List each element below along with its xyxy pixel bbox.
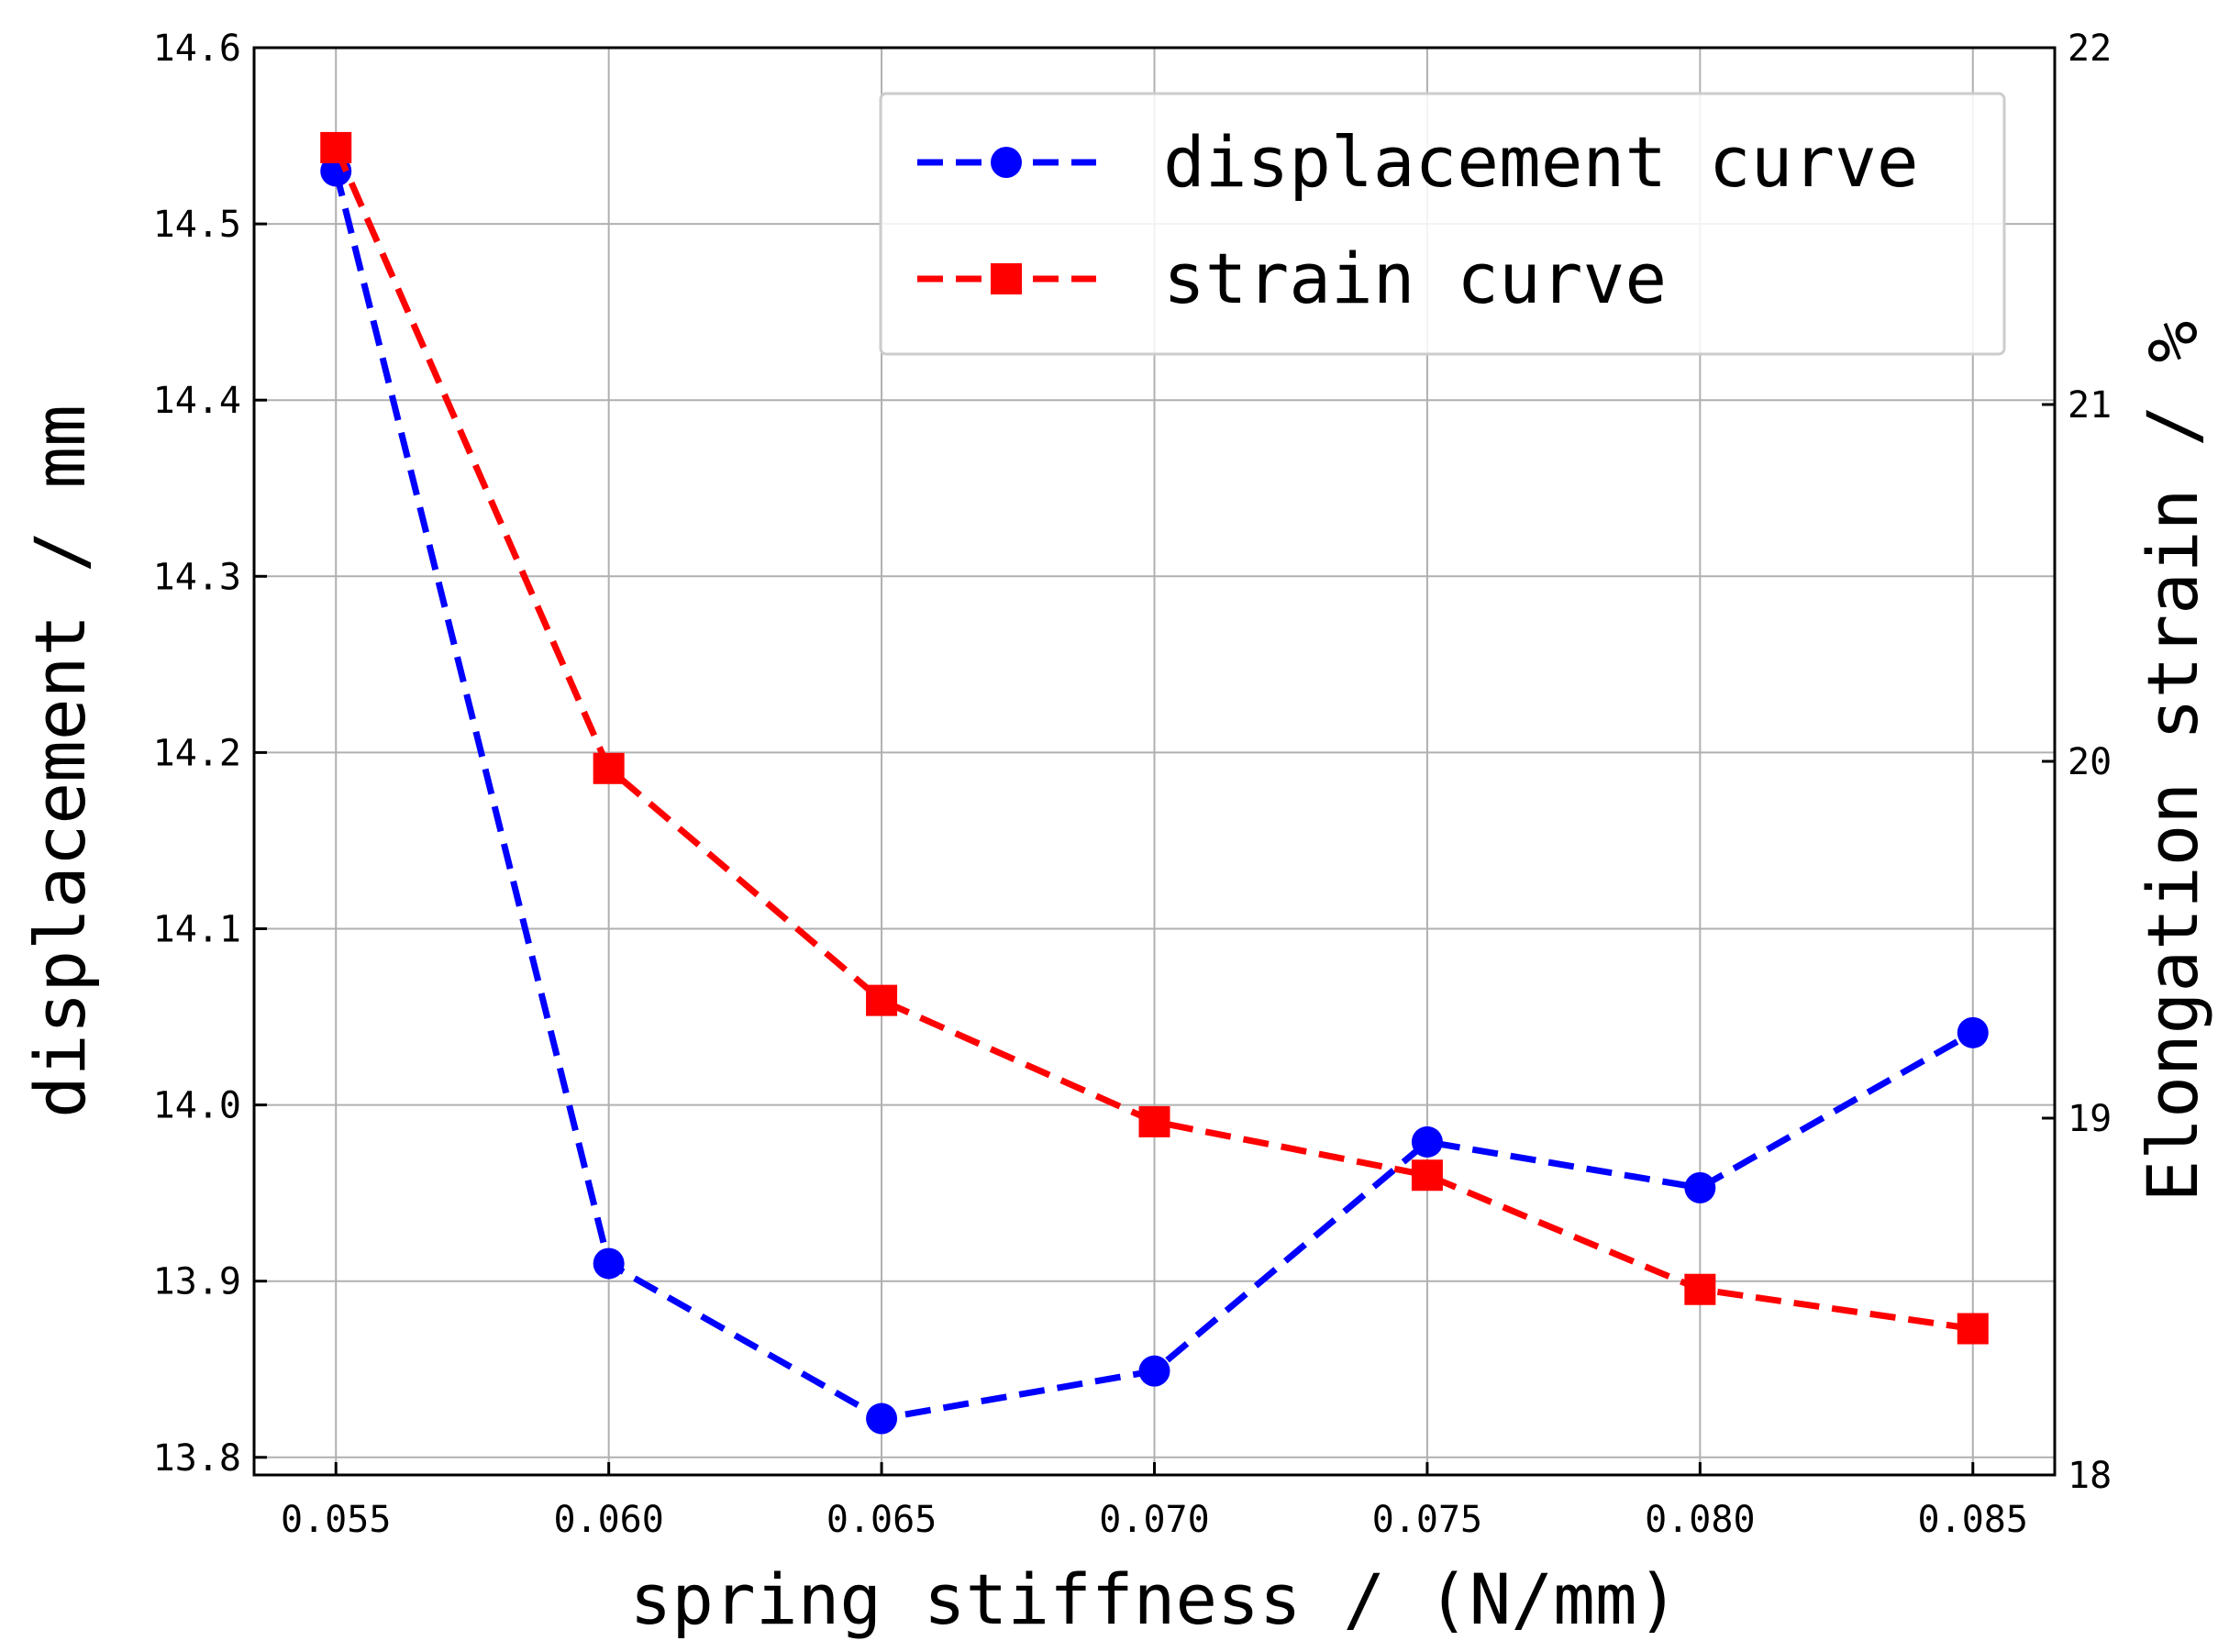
right-y-tick-label: 19 xyxy=(2068,1098,2112,1140)
strain-curve-point xyxy=(1411,1159,1443,1192)
displacement-curve-point xyxy=(866,1403,898,1435)
strain-curve-series xyxy=(320,131,1989,1345)
strain-curve-point xyxy=(1684,1273,1716,1305)
series-layer xyxy=(320,131,1989,1435)
strain-curve-point xyxy=(1957,1313,1989,1345)
displacement-curve-point xyxy=(593,1247,625,1280)
x-tick-label: 0.055 xyxy=(281,1499,391,1541)
strain-curve-point xyxy=(320,131,352,163)
left-y-tick-label: 14.4 xyxy=(153,380,241,422)
left-y-tick-label: 13.8 xyxy=(153,1437,241,1480)
left-y-tick-label: 14.6 xyxy=(153,28,241,70)
x-tick-label: 0.060 xyxy=(553,1499,663,1541)
left-y-tick-label: 14.5 xyxy=(153,204,241,246)
legend-box xyxy=(879,92,2006,356)
left-y-axis-label: displacement / mm xyxy=(19,405,101,1118)
right-y-tick-label: 22 xyxy=(2068,28,2112,70)
x-tick-label: 0.070 xyxy=(1099,1499,1209,1541)
legend-label-strain-curve: strain curve xyxy=(1163,238,1667,319)
strain-curve-point xyxy=(1138,1105,1170,1137)
axis-ticks: 0.055 0.060 0.065 0.070 0.075 0.080 0.085 13.8 1… xyxy=(153,28,2113,1541)
right-y-tick-label: 18 xyxy=(2068,1455,2112,1497)
right-y-tick-label: 20 xyxy=(2068,741,2112,783)
left-y-tick-label: 14.1 xyxy=(153,908,241,950)
left-y-tick-label: 14.2 xyxy=(153,732,241,774)
legend-marker-strain-curve xyxy=(991,263,1022,294)
legend-item-strain-curve: strain curve xyxy=(917,238,1667,319)
left-y-tick-label: 14.0 xyxy=(153,1085,241,1127)
displacement-curve-point xyxy=(1957,1016,1989,1048)
x-axis-label: spring stiffness / (N/mm) xyxy=(630,1558,1680,1640)
displacement-curve-point xyxy=(1411,1125,1443,1158)
x-tick-label: 0.065 xyxy=(826,1499,937,1541)
left-y-tick-label: 14.3 xyxy=(153,556,241,598)
legend-label-displacement-curve: displacement curve xyxy=(1163,121,1919,203)
left-y-tick-label: 13.9 xyxy=(153,1261,241,1303)
displacement-curve-point xyxy=(1684,1171,1716,1203)
right-y-tick-label: 21 xyxy=(2068,384,2112,427)
legend-marker-displacement-curve xyxy=(991,147,1022,178)
legend-item-displacement-curve: displacement curve xyxy=(917,121,1919,203)
displacement-curve-point xyxy=(1138,1355,1170,1387)
right-y-axis-label: Elongation strain / % xyxy=(2132,321,2213,1203)
strain-curve-point xyxy=(593,752,625,784)
x-tick-label: 0.075 xyxy=(1372,1499,1482,1541)
strain-curve-point xyxy=(866,984,898,1016)
x-tick-label: 0.080 xyxy=(1645,1499,1755,1541)
legend: displacement curve strain curve xyxy=(879,92,2006,356)
x-tick-label: 0.085 xyxy=(1918,1499,2028,1541)
